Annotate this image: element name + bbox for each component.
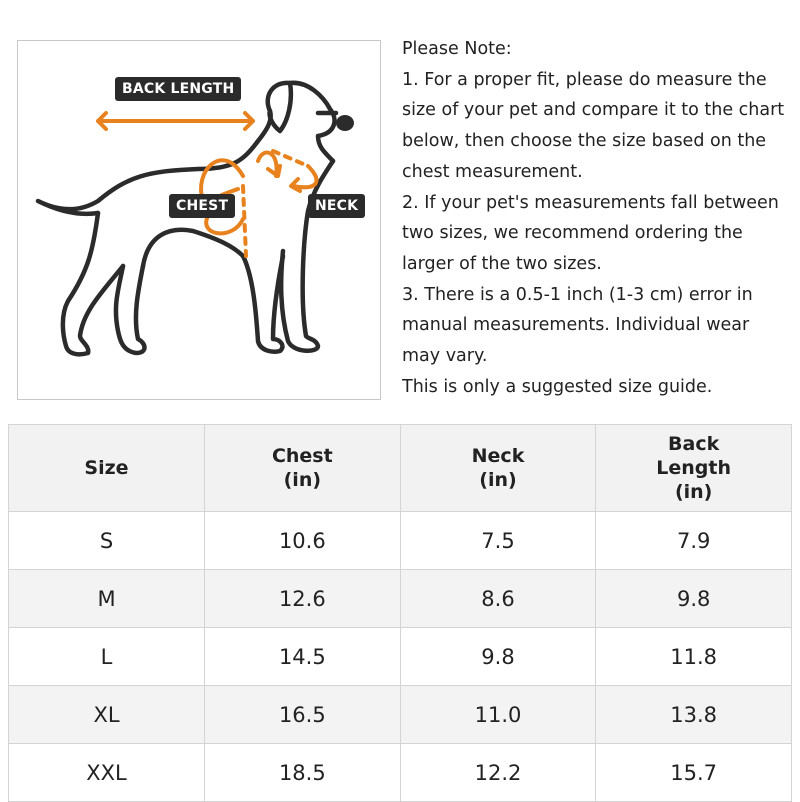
header-text: Back (668, 433, 720, 455)
header-text: Neck (471, 445, 525, 467)
table-row: S 10.6 7.5 7.9 (8, 511, 792, 570)
cell-size: M (8, 569, 205, 628)
cell-size: L (8, 627, 205, 686)
header-back-length: Back Length (in) (595, 424, 792, 512)
header-text: Length (656, 457, 732, 479)
note-line: below, then choose the size based on the (402, 131, 767, 152)
note-line: This is only a suggested size guide. (402, 376, 713, 397)
cell-chest: 18.5 (204, 743, 401, 802)
header-text: Chest (271, 445, 333, 467)
note-line: 1. For a proper fit, please do measure t… (402, 69, 767, 90)
cell-back-length: 9.8 (595, 569, 792, 628)
cell-chest: 16.5 (204, 685, 401, 744)
dog-nose (336, 115, 354, 131)
header-size: Size (8, 424, 205, 512)
cell-size: XXL (8, 743, 205, 802)
size-chart-table: Size Chest (in) Neck (in) Back Length (in) S… (8, 424, 792, 802)
header-chest: Chest (in) (204, 424, 401, 512)
table-row: XL 16.5 11.0 13.8 (8, 685, 792, 744)
note-line: size of your pet and compare it to the c… (402, 100, 785, 121)
note-title: Please Note: (402, 39, 512, 59)
cell-back-length: 7.9 (595, 511, 792, 570)
neck-label: NECK (308, 194, 366, 218)
note-line: may vary. (402, 346, 488, 367)
note-line: chest measurement. (402, 161, 583, 182)
cell-neck: 9.8 (399, 627, 597, 686)
neck-arrow-right-icon (289, 164, 319, 193)
table-row: L 14.5 9.8 11.8 (8, 627, 792, 686)
back-length-arrow-icon (96, 111, 255, 131)
cell-neck: 12.2 (399, 743, 597, 802)
cell-size: XL (8, 685, 205, 744)
back-length-label: BACK LENGTH (115, 77, 242, 101)
chest-dashed-line (241, 184, 248, 258)
cell-back-length: 13.8 (595, 685, 792, 744)
cell-back-length: 15.7 (595, 743, 792, 802)
cell-neck: 8.6 (399, 569, 597, 628)
cell-chest: 12.6 (204, 569, 401, 628)
table-row: M 12.6 8.6 9.8 (8, 569, 792, 628)
cell-chest: 14.5 (204, 627, 401, 686)
please-note-section: Please Note: 1. For a proper fit, please… (402, 34, 797, 402)
neck-arrow-left-icon (256, 150, 282, 178)
cell-back-length: 11.8 (595, 627, 792, 686)
header-neck: Neck (in) (399, 424, 597, 512)
cell-neck: 11.0 (399, 685, 597, 744)
cell-size: S (8, 511, 205, 570)
header-unit: (in) (674, 481, 713, 503)
table-row: XXL 18.5 12.2 15.7 (8, 743, 792, 802)
chest-label: CHEST (169, 194, 236, 218)
cell-neck: 7.5 (399, 511, 597, 570)
note-line: larger of the two sizes. (402, 253, 602, 274)
note-line: 2. If your pet's measurements fall betwe… (402, 192, 779, 213)
note-line: manual measurements. Individual wear (402, 315, 750, 336)
header-unit: (in) (283, 469, 322, 491)
neck-dashed-line (271, 149, 310, 168)
dog-measurement-diagram: BACK LENGTH CHEST NECK (17, 40, 381, 400)
table-header-row: Size Chest (in) Neck (in) Back Length (in) (8, 424, 792, 512)
note-line: two sizes, we recommend ordering the (402, 223, 743, 244)
header-text: Size (84, 457, 129, 479)
note-line: 3. There is a 0.5-1 inch (1-3 cm) error … (402, 284, 753, 305)
cell-chest: 10.6 (204, 511, 401, 570)
header-unit: (in) (479, 469, 517, 491)
